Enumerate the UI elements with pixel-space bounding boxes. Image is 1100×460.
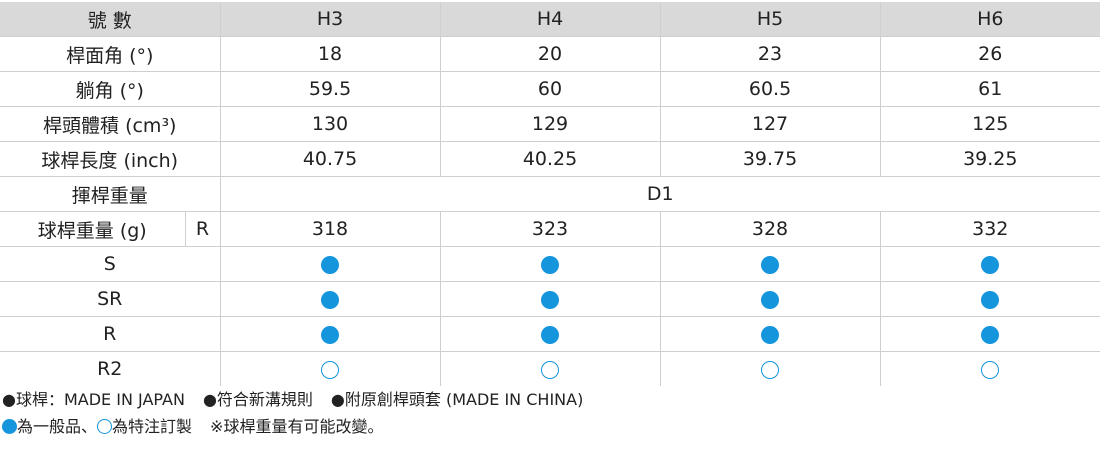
cell: 23: [659, 36, 881, 72]
header-label: 號 數: [0, 2, 221, 37]
custom-symbol: [97, 419, 113, 434]
spec-table: 號 數 H3 H4 H5 H6 桿面角 (°) 18 20 23 26 躺角 (°) 59.5 60 60…: [0, 2, 1100, 386]
note: 為特注訂製: [112, 417, 193, 436]
note: ●球桿：MADE IN JAPAN: [2, 390, 185, 409]
availability-dot: [981, 325, 1000, 344]
cell: 59.5: [219, 71, 441, 107]
row-label: 揮桿重量: [0, 176, 221, 212]
row-label: 躺角 (°): [0, 71, 221, 107]
cell: 39.25: [879, 141, 1100, 177]
cell: 18: [219, 36, 441, 72]
row-label: 桿頭體積 (cm³): [0, 106, 221, 142]
spec-row: 球桿長度 (inch) 40.75 40.25 39.75 39.25: [0, 141, 1100, 177]
row-label: 球桿重量 (g): [0, 211, 185, 247]
availability-dot: [541, 360, 560, 379]
availability-dot: [541, 255, 560, 274]
shaft-row: SR: [0, 281, 1100, 317]
availability-dot: [761, 290, 780, 309]
cell: 40.75: [219, 141, 441, 177]
availability-dot: [321, 325, 340, 344]
shaft-row: R2: [0, 351, 1100, 386]
cell: 40.25: [439, 141, 661, 177]
cell: D1: [219, 176, 1100, 212]
availability-dot: [321, 290, 340, 309]
cell: 26: [879, 36, 1100, 72]
availability-dot: [981, 255, 1000, 274]
availability-dot: [541, 325, 560, 344]
flex-label: R: [184, 211, 221, 247]
availability-dot: [541, 290, 560, 309]
spec-row: 桿面角 (°) 18 20 23 26: [0, 36, 1100, 72]
availability-dot: [321, 255, 340, 274]
cell: [439, 316, 661, 352]
cell: 60: [439, 71, 661, 107]
cell: 129: [439, 106, 661, 142]
notes: ●球桿：MADE IN JAPAN ●符合新溝規則 ●附原創桿頭套 (MADE IN…: [2, 386, 1100, 440]
row-label: S: [0, 246, 221, 282]
cell: [659, 351, 881, 386]
cell: 127: [659, 106, 881, 142]
cell: [219, 281, 441, 317]
note: 為一般品、: [17, 417, 98, 436]
notes-line: ●球桿：MADE IN JAPAN ●符合新溝規則 ●附原創桿頭套 (MADE IN…: [2, 386, 1100, 413]
availability-dot: [981, 360, 1000, 379]
cell: [439, 246, 661, 282]
cell: 39.75: [659, 141, 881, 177]
cell: 332: [879, 211, 1100, 247]
cell: [219, 246, 441, 282]
shaft-row: R: [0, 316, 1100, 352]
availability-dot: [761, 255, 780, 274]
cell: [879, 246, 1100, 282]
header-cell: H6: [879, 2, 1100, 37]
row-label: SR: [0, 281, 221, 317]
cell: 61: [879, 71, 1100, 107]
cell: [879, 351, 1100, 386]
standard-symbol: [2, 419, 17, 434]
spec-row: 球桿重量 (g) R 318 323 328 332: [0, 211, 1100, 247]
row-label: R: [0, 316, 221, 352]
note: ●附原創桿頭套 (MADE IN CHINA): [330, 390, 584, 409]
availability-dot: [761, 325, 780, 344]
header-row: 號 數 H3 H4 H5 H6: [0, 2, 1100, 37]
row-label: 桿面角 (°): [0, 36, 221, 72]
cell: [879, 281, 1100, 317]
header-cell: H5: [659, 2, 881, 37]
cell: 60.5: [659, 71, 881, 107]
cell: 130: [219, 106, 441, 142]
cell: [219, 316, 441, 352]
note: ※球桿重量有可能改變。: [210, 417, 384, 436]
row-label: 球桿長度 (inch): [0, 141, 221, 177]
spec-row: 桿頭體積 (cm³) 130 129 127 125: [0, 106, 1100, 142]
availability-dot: [761, 360, 780, 379]
cell: [659, 246, 881, 282]
availability-dot: [321, 360, 340, 379]
note: ●符合新溝規則: [202, 390, 313, 409]
header-cell: H3: [219, 2, 441, 37]
cell: [439, 351, 661, 386]
cell: 328: [659, 211, 881, 247]
cell: 125: [879, 106, 1100, 142]
cell: [659, 316, 881, 352]
header-cell: H4: [439, 2, 661, 37]
notes-line: 為一般品、 為特注訂製 ※球桿重量有可能改變。: [2, 413, 1100, 440]
spec-row: 躺角 (°) 59.5 60 60.5 61: [0, 71, 1100, 107]
cell: [879, 316, 1100, 352]
table-body: 號 數 H3 H4 H5 H6 桿面角 (°) 18 20 23 26 躺角 (°) 59.5 60 60…: [0, 2, 1100, 386]
spec-row: 揮桿重量 D1: [0, 176, 1100, 212]
availability-dot: [981, 290, 1000, 309]
cell: 20: [439, 36, 661, 72]
cell: [659, 281, 881, 317]
cell: 323: [439, 211, 661, 247]
cell: [439, 281, 661, 317]
shaft-row: S: [0, 246, 1100, 282]
cell: 318: [219, 211, 441, 247]
cell: [219, 351, 441, 386]
row-label: R2: [0, 351, 221, 386]
